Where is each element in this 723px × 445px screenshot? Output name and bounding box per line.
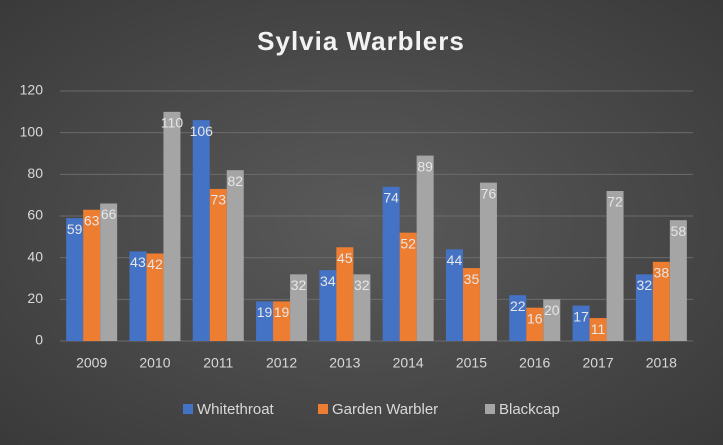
data-label: 73 [210,192,226,208]
y-tick-label: 100 [20,123,44,139]
bar [543,299,561,341]
data-label: 17 [573,308,589,324]
data-label: 43 [130,254,146,270]
bar [509,295,527,341]
data-label: 35 [464,271,480,287]
data-label: 72 [607,194,623,210]
x-tick-label: 2018 [646,355,677,371]
data-label: 34 [320,273,336,289]
bar [209,188,227,341]
x-tick-label: 2013 [329,355,360,371]
x-tick-label: 2011 [203,355,233,371]
bar [163,111,181,341]
bar [526,307,544,341]
bar [382,186,400,341]
data-label: 20 [544,302,560,318]
data-label: 52 [400,235,416,251]
x-tick-label: 2014 [393,355,424,371]
x-tick-label: 2015 [456,355,487,371]
bar [652,261,670,341]
bar [290,274,308,341]
legend-swatch [183,404,193,414]
data-label: 16 [527,310,543,326]
x-tick-label: 2016 [519,355,550,371]
bar [192,120,210,342]
data-label: 106 [190,123,214,139]
data-label: 32 [291,277,307,293]
data-label: 32 [637,277,653,293]
bar [273,301,291,341]
data-label: 59 [67,221,83,237]
bar [635,274,653,341]
data-label: 38 [654,265,670,281]
y-tick-label: 120 [20,82,44,98]
bar [606,191,624,341]
bar [66,218,84,341]
bar [83,209,101,341]
y-tick-label: 40 [27,248,43,264]
bar [445,249,463,341]
bar [416,155,434,341]
bar [256,301,274,341]
bar [129,251,147,341]
data-label: 19 [274,304,290,320]
x-tick-label: 2017 [582,355,613,371]
data-label: 74 [383,190,399,206]
data-label: 42 [147,256,163,272]
bar [479,182,497,341]
data-label: 63 [84,212,100,228]
y-tick-label: 60 [27,207,43,223]
chart-title: Sylvia Warblers [257,26,465,56]
legend-label: Garden Warbler [332,401,438,418]
data-label: 44 [447,252,463,268]
bar [336,247,354,341]
bar [572,305,590,341]
data-label: 66 [101,206,117,222]
legend-label: Blackcap [499,401,560,418]
data-label: 58 [671,223,687,239]
bar [100,203,118,341]
bar [226,170,244,341]
x-tick-label: 2012 [266,355,297,371]
x-tick-label: 2010 [139,355,170,371]
legend-swatch [318,404,328,414]
y-tick-label: 80 [27,165,43,181]
legend-label: Whitethroat [197,401,275,418]
bar [399,232,417,341]
data-label: 89 [417,158,433,174]
legend-swatch [485,404,495,414]
bar [589,318,607,341]
data-label: 19 [257,304,273,320]
data-label: 32 [354,277,370,293]
data-label: 76 [481,185,497,201]
bar [319,270,337,341]
bar [462,268,480,341]
bar [353,274,371,341]
data-label: 22 [510,298,526,314]
data-label: 110 [161,115,184,131]
y-tick-label: 0 [35,332,43,348]
data-label: 45 [337,250,353,266]
x-tick-label: 2009 [76,355,107,371]
y-tick-label: 20 [27,290,43,306]
data-label: 11 [591,321,606,337]
bar [669,220,687,341]
bar [146,253,164,341]
data-label: 82 [227,173,243,189]
